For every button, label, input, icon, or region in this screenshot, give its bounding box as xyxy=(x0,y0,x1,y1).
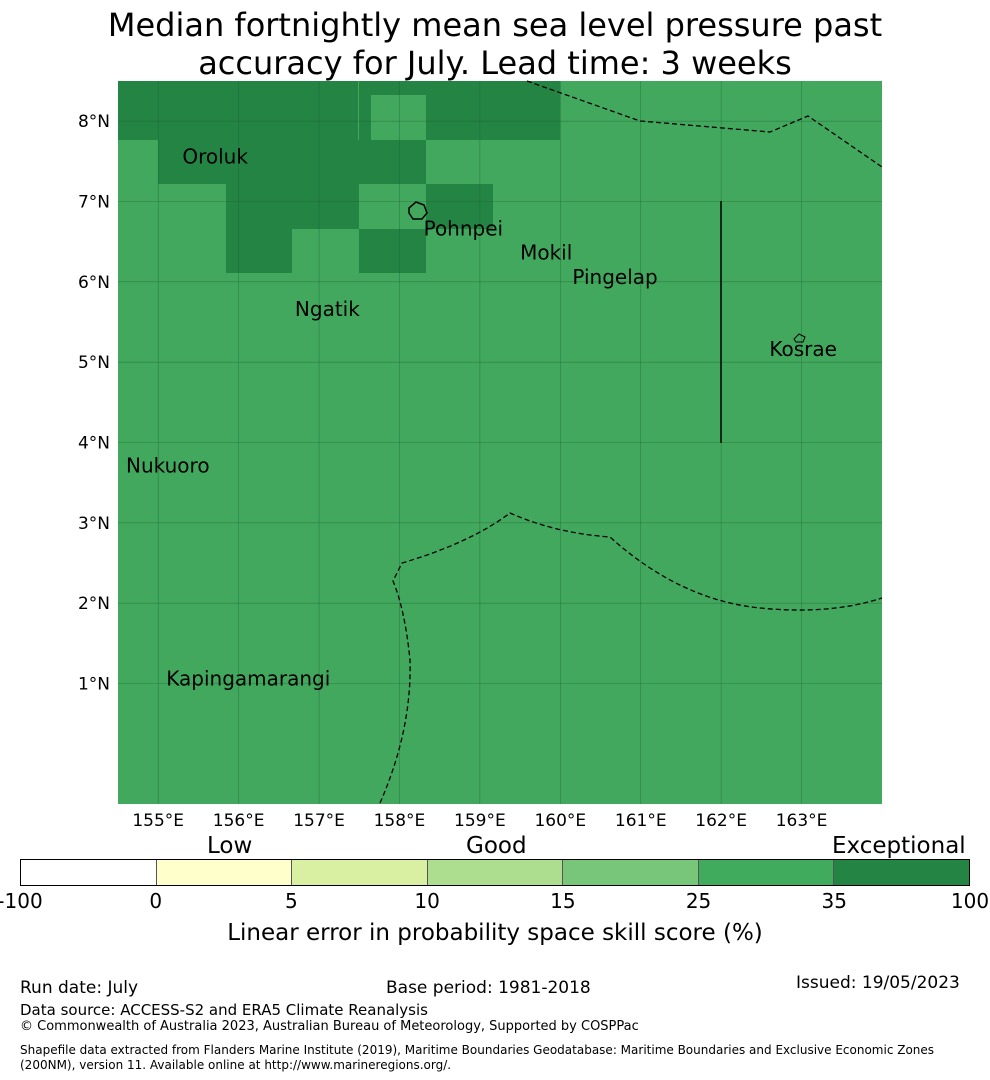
colorbar-segment xyxy=(834,860,970,885)
colorbar-tick-label: 0 xyxy=(149,889,163,913)
place-label: Oroluk xyxy=(182,144,248,168)
category-label-exceptional: Exceptional xyxy=(832,833,966,859)
colorbar-segment xyxy=(21,860,157,885)
colorbar-tick-label: 25 xyxy=(685,889,712,913)
high-skill-cell xyxy=(226,229,292,273)
lon-tick-label: 161°E xyxy=(615,811,667,831)
map-title: Median fortnightly mean sea level pressu… xyxy=(0,6,990,82)
moderate-skill-cell xyxy=(371,95,426,140)
lon-tick-label: 162°E xyxy=(695,811,747,831)
eez-boundary-south xyxy=(379,512,883,804)
high-skill-cell xyxy=(118,81,358,140)
colorbar-tick-label: 15 xyxy=(550,889,576,913)
moderate-skill-cell xyxy=(359,184,426,229)
title-line-2: accuracy for July. Lead time: 3 weeks xyxy=(198,44,792,82)
kosrae-island-outline xyxy=(793,333,806,343)
lon-tick-label: 163°E xyxy=(776,811,828,831)
high-skill-cell xyxy=(158,140,426,184)
lon-tick-label: 158°E xyxy=(374,811,426,831)
data-source: Data source: ACCESS-S2 and ERA5 Climate … xyxy=(20,1001,428,1019)
colorbar-segment xyxy=(698,860,835,885)
colorbar-segment xyxy=(427,860,564,885)
lon-tick-label: 155°E xyxy=(132,811,184,831)
place-label: Mokil xyxy=(520,241,572,265)
lon-tick-label: 160°E xyxy=(534,811,586,831)
title-line-1: Median fortnightly mean sea level pressu… xyxy=(107,6,883,44)
colorbar xyxy=(20,859,970,886)
colorbar-tick-label: 10 xyxy=(414,889,440,913)
colorbar-tick-label: 100 xyxy=(950,889,990,913)
place-label: Pohnpei xyxy=(424,217,504,241)
lat-tick-label: 5°N xyxy=(78,353,110,373)
graticule xyxy=(118,81,882,804)
high-skill-cell xyxy=(426,184,493,229)
colorbar-segment xyxy=(563,860,699,885)
colorbar-segment xyxy=(292,860,428,885)
high-skill-cell xyxy=(226,184,359,229)
colorbar-title: Linear error in probability space skill … xyxy=(227,920,763,946)
colorbar-segment xyxy=(156,860,293,885)
shapefile-credit-line-2: (200NM), version 11. Available online at… xyxy=(20,1058,452,1072)
lon-tick-label: 156°E xyxy=(213,811,265,831)
lat-tick-label: 8°N xyxy=(78,112,110,132)
place-label: Ngatik xyxy=(295,297,360,321)
high-skill-cell xyxy=(426,81,560,140)
lat-tick-label: 2°N xyxy=(78,594,110,614)
place-label: Kosrae xyxy=(769,337,837,361)
eez-boundaries xyxy=(379,80,883,804)
map-axes: 155°E 156°E 157°E 158°E 159°E 160°E 161°E 162°E… xyxy=(78,112,828,831)
lat-tick-label: 1°N xyxy=(78,675,110,695)
category-label-good: Good xyxy=(466,833,527,859)
lon-tick-label: 159°E xyxy=(454,811,506,831)
base-period: Base period: 1981-2018 xyxy=(386,978,591,998)
colorbar-tick-label: 35 xyxy=(821,889,848,913)
lat-tick-label: 7°N xyxy=(78,193,110,213)
colorbar-tick-label: 5 xyxy=(285,889,298,913)
high-skill-cell xyxy=(359,229,426,273)
copyright: © Commonwealth of Australia 2023, Austra… xyxy=(20,1019,639,1034)
category-label-low: Low xyxy=(207,833,253,859)
lat-tick-label: 6°N xyxy=(78,273,110,293)
place-label: Kapingamarangi xyxy=(166,666,330,690)
pohnpei-island-outline xyxy=(408,201,428,220)
issued-date: Issued: 19/05/2023 xyxy=(796,973,960,993)
place-label: Pingelap xyxy=(572,265,657,289)
shapefile-credit-line-1: Shapefile data extracted from Flanders M… xyxy=(20,1043,935,1057)
run-date: Run date: July xyxy=(20,978,139,998)
place-label: Nukuoro xyxy=(126,454,210,478)
colorbar-tick-label: -100 xyxy=(0,889,43,913)
eez-boundary-north xyxy=(526,80,883,168)
lat-tick-label: 4°N xyxy=(78,434,110,454)
lat-tick-label: 3°N xyxy=(78,514,110,534)
island-outlines xyxy=(408,201,806,343)
lon-tick-label: 157°E xyxy=(293,811,345,831)
